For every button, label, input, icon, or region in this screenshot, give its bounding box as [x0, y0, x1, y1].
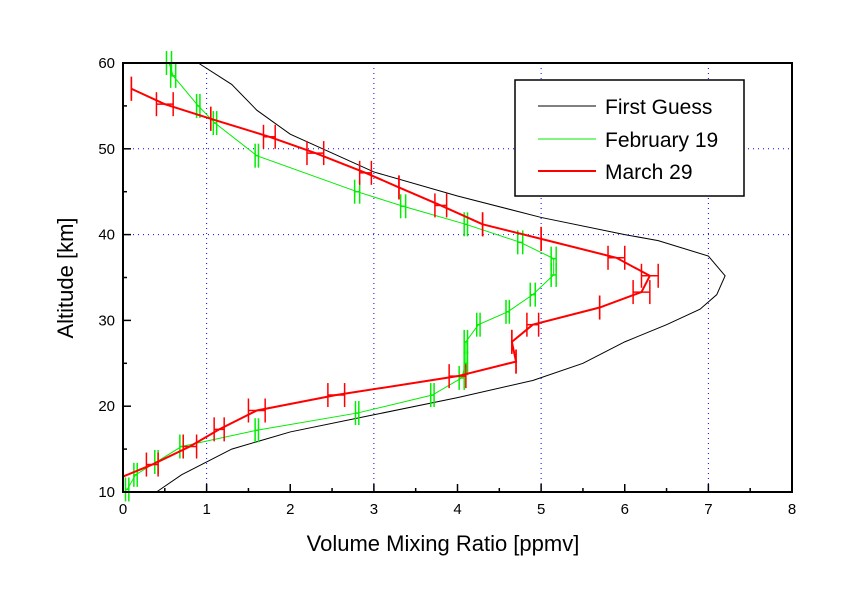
data-point	[133, 462, 138, 487]
data-point	[262, 124, 276, 149]
series-line-february-19	[126, 62, 555, 490]
data-point	[399, 194, 407, 219]
data-point	[254, 418, 260, 443]
y-tick-label: 20	[98, 398, 115, 415]
data-point	[182, 434, 198, 459]
data-point	[306, 141, 325, 166]
data-point	[607, 245, 626, 270]
x-tick-label: 5	[537, 501, 545, 518]
data-point	[434, 193, 448, 218]
data-point	[550, 246, 557, 271]
x-axis-label: Volume Mixing Ratio [ppmv]	[307, 531, 580, 556]
x-tick-label: 8	[788, 501, 796, 518]
y-axis-label: Altitude [km]	[53, 217, 78, 338]
series-layer	[122, 51, 726, 502]
data-point	[463, 351, 469, 376]
data-point	[475, 312, 481, 337]
series-february-19	[124, 51, 557, 502]
data-point	[247, 398, 266, 423]
data-point	[632, 280, 651, 305]
legend-label-first-guess: First Guess	[605, 96, 712, 119]
legend-label-february-19: February 19	[605, 129, 718, 152]
axis-ticks: 0 1 2 3 4 5 6 7 8 10 20 30 40 50 60	[98, 55, 796, 518]
y-tick-label: 10	[98, 484, 115, 501]
x-tick-label: 0	[119, 501, 127, 518]
data-point	[124, 477, 130, 502]
data-point	[529, 282, 537, 307]
data-point	[212, 111, 218, 136]
y-tick-label: 60	[98, 55, 115, 72]
x-tick-label: 2	[286, 501, 294, 518]
y-tick-label: 30	[98, 312, 115, 329]
data-point	[448, 364, 467, 389]
data-point	[155, 92, 174, 117]
data-point	[463, 329, 469, 354]
legend: First Guess February 19 March 29	[514, 79, 745, 197]
x-tick-label: 6	[621, 501, 629, 518]
y-tick-label: 50	[98, 141, 115, 158]
data-point	[327, 383, 346, 408]
data-point	[458, 365, 465, 390]
data-point	[526, 312, 540, 337]
data-point	[505, 299, 511, 324]
x-tick-label: 7	[704, 501, 712, 518]
data-point	[358, 160, 373, 185]
series-first-guess	[156, 62, 726, 493]
data-point	[354, 401, 360, 426]
legend-box	[514, 79, 745, 197]
data-point	[640, 263, 659, 288]
series-march-29	[122, 76, 659, 489]
data-point	[254, 143, 260, 168]
x-tick-label: 1	[202, 501, 210, 518]
y-tick-label: 40	[98, 227, 115, 244]
data-point	[353, 179, 361, 204]
data-point	[169, 63, 177, 88]
data-point	[145, 452, 159, 477]
legend-label-march-29: March 29	[605, 161, 693, 184]
data-point	[213, 417, 225, 442]
x-tick-label: 4	[453, 501, 461, 518]
series-line-first-guess	[156, 62, 726, 493]
x-tick-label: 3	[370, 501, 378, 518]
data-point	[429, 383, 435, 408]
